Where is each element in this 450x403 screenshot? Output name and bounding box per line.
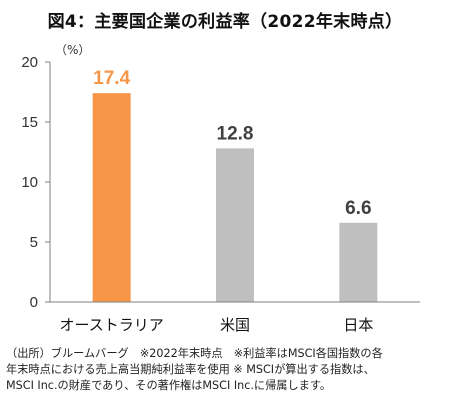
y-tick-label: 20 <box>21 54 38 71</box>
category-label: 米国 <box>220 316 250 334</box>
y-tick-label: 10 <box>21 174 38 191</box>
x-axis: オーストラリア 米国 日本 <box>50 301 420 334</box>
source-line: （出所）ブルームバーグ ※2022年末時点 ※利益率はMSCI各国指数の各 <box>6 347 383 360</box>
bars: 17.4 12.8 6.6 <box>92 68 378 302</box>
bar <box>216 148 254 302</box>
bar <box>92 93 131 302</box>
source-line: MSCI Inc.の財産であり、その著作権はMSCI Inc.に帰属します。 <box>6 379 332 392</box>
category-label: オーストラリア <box>60 316 164 334</box>
data-label: 12.8 <box>217 123 254 144</box>
y-tick-label: 5 <box>30 234 38 251</box>
bar <box>339 222 378 302</box>
data-label: 6.6 <box>345 198 371 219</box>
y-tick-label: 15 <box>21 114 38 131</box>
category-label: 日本 <box>343 316 373 334</box>
source-line: 年末時点における売上高当期純利益率を使用 ※ MSCIが算出する指数は、 <box>6 363 375 376</box>
y-axis-unit-label: （%） <box>55 43 90 57</box>
source-note: （出所）ブルームバーグ ※2022年末時点 ※利益率はMSCI各国指数の各 年末… <box>6 346 446 394</box>
bar-chart: （%） 0 5 10 15 20 17.4 12.8 6.6 オーストラリア 米国 日本 <box>21 43 420 334</box>
y-axis: 0 5 10 15 20 <box>21 54 51 311</box>
data-label: 17.4 <box>93 68 130 89</box>
y-tick-label: 0 <box>30 294 38 311</box>
chart-title: 図4：主要国企業の利益率（2022年末時点） <box>47 12 403 32</box>
